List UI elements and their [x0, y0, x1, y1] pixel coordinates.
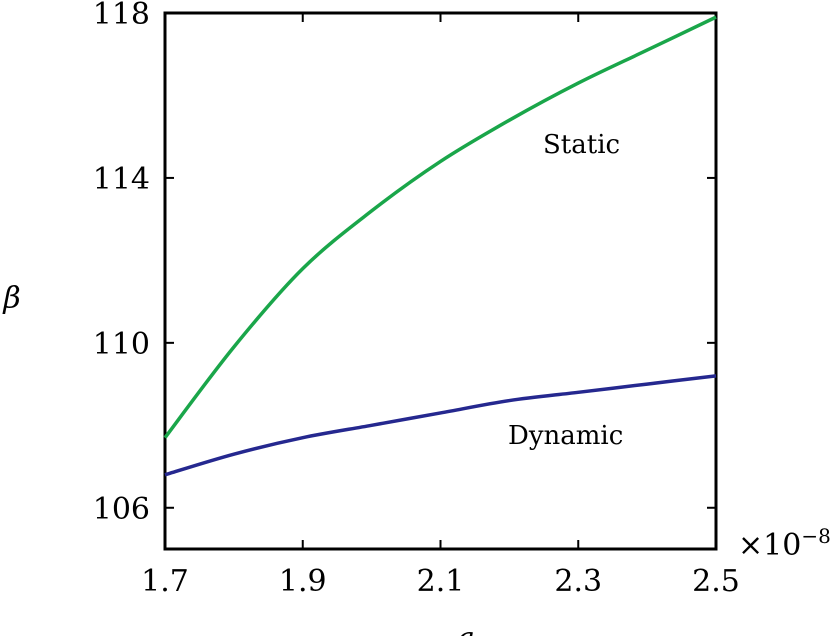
x-multiplier-exponent: −8: [801, 524, 830, 548]
static-annotation: Static: [543, 130, 620, 160]
x-tick-label: 1.7: [141, 564, 189, 599]
y-tick-label: 110: [93, 327, 150, 362]
dynamic-annotation: Dynamic: [508, 421, 623, 451]
y-tick-label: 118: [93, 0, 150, 32]
x-tick-label: 1.9: [279, 564, 327, 599]
plot-frame: [163, 11, 718, 551]
x-tick-label: 2.5: [692, 564, 740, 599]
x-axis-label: a: [457, 621, 475, 636]
y-axis-ticks: 106 110 114 118: [93, 0, 716, 527]
x-tick-label: 2.1: [417, 564, 465, 599]
series-layer: [163, 15, 717, 477]
y-axis-label: β: [2, 281, 20, 316]
y-tick-label: 114: [93, 162, 150, 197]
y-tick-label: 106: [93, 492, 150, 527]
x-tick-label: 2.3: [554, 564, 602, 599]
x-multiplier: ×10−8: [738, 524, 831, 563]
static-series-line: [163, 15, 717, 439]
x-multiplier-base: ×10: [738, 528, 801, 563]
dynamic-series-line: [164, 374, 717, 477]
x-axis-ticks: 1.7 1.9 2.1 2.3 2.5: [141, 13, 740, 599]
